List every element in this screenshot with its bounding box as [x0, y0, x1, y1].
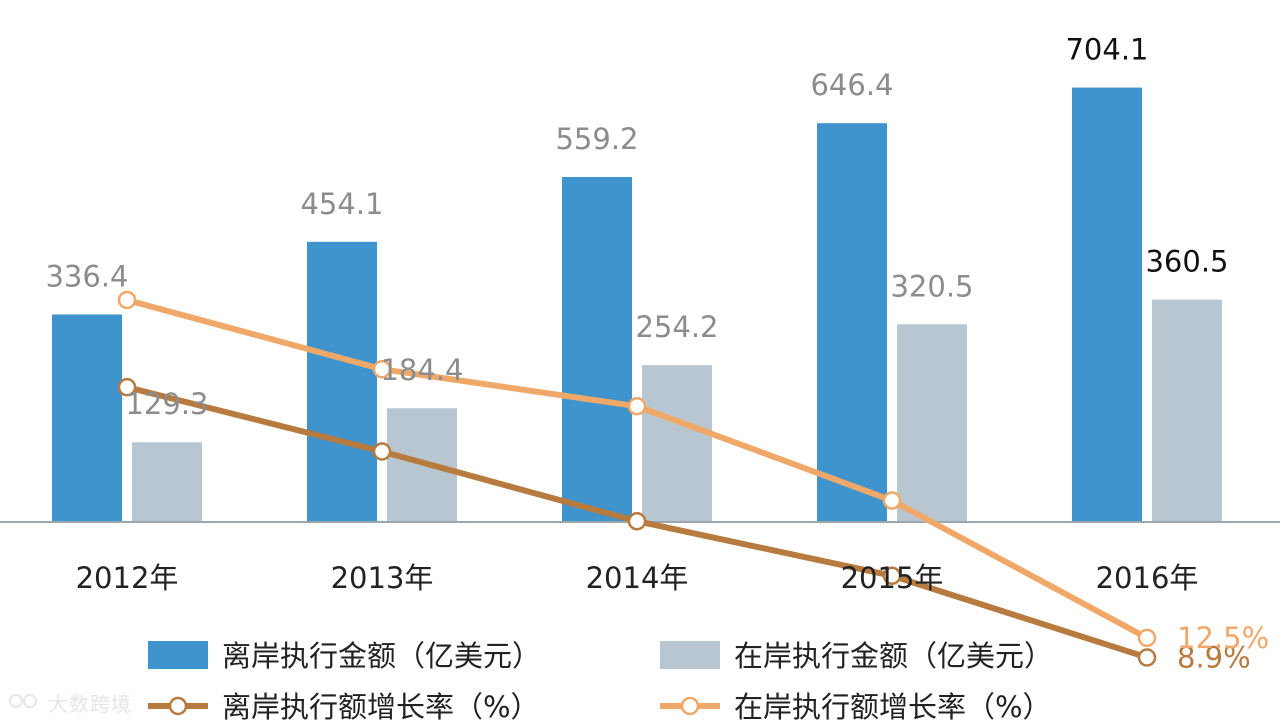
bar-onshore-4 — [1152, 299, 1222, 522]
bar-offshore-0 — [52, 314, 122, 522]
line-point-onshore-0 — [117, 290, 137, 310]
line-end-label: 12.5% — [1177, 621, 1269, 655]
line-point-offshore-1 — [372, 442, 392, 461]
legend-swatch-marker — [680, 696, 700, 716]
bar-onshore-0 — [132, 442, 202, 522]
line-point-offshore-4 — [1137, 648, 1157, 667]
bar-value-label: 360.5 — [1145, 245, 1228, 279]
line-point-offshore-2 — [627, 511, 647, 531]
bar-labels-layer: 336.4 454.1 559.2 646.4 704.1 129.3 184.4 254.2… — [45, 33, 1228, 422]
bar-offshore-2 — [562, 176, 632, 522]
x-tick-label: 2016年 — [1096, 561, 1199, 595]
line-point-offshore-0 — [117, 377, 137, 397]
watermark-logo-icon — [9, 694, 37, 708]
watermark-text: 大数跨境 — [48, 692, 132, 716]
line-point-onshore-4 — [1137, 628, 1157, 648]
x-tick-label: 2012年 — [76, 561, 179, 595]
legend-swatch-marker — [168, 696, 188, 716]
bar-value-label: 184.4 — [380, 353, 463, 387]
line-point-onshore-3 — [882, 491, 902, 510]
line-point-onshore-1 — [372, 359, 392, 379]
line-point-offshore-3 — [882, 566, 902, 585]
bar-value-label: 646.4 — [810, 68, 893, 102]
bar-offshore-4 — [1072, 87, 1142, 522]
bar-offshore-3 — [817, 123, 887, 522]
bars-layer — [52, 87, 1222, 522]
bar-value-label: 336.4 — [45, 259, 128, 293]
legend-swatch-bar — [660, 641, 720, 669]
legend-label: 离岸执行额增长率（%） — [222, 690, 540, 724]
legend: 离岸执行金额（亿美元） 在岸执行金额（亿美元） 离岸执行额增长率（%） 在岸执行额增长… — [148, 639, 1053, 724]
bar-value-label: 454.1 — [300, 187, 383, 221]
line-point-onshore-2 — [627, 397, 647, 416]
lines-layer: 8.9%12.5% — [117, 290, 1269, 674]
bar-offshore-1 — [307, 241, 377, 522]
x-tick-label: 2015年 — [841, 561, 944, 595]
bar-value-label: 129.3 — [125, 387, 208, 421]
legend-swatch-bar — [148, 641, 208, 669]
bar-onshore-2 — [642, 365, 712, 522]
legend-label: 在岸执行金额（亿美元） — [734, 639, 1053, 673]
x-tick-labels: 2012年 2013年 2014年 2015年 2016年 — [76, 561, 1199, 595]
bar-value-label: 320.5 — [890, 269, 973, 303]
legend-label: 离岸执行金额（亿美元） — [222, 639, 541, 673]
bar-value-label: 559.2 — [555, 122, 638, 156]
legend-label: 在岸执行额增长率（%） — [734, 690, 1052, 724]
bar-onshore-3 — [897, 324, 967, 522]
bar-value-label: 254.2 — [635, 310, 718, 344]
x-tick-label: 2013年 — [331, 561, 434, 595]
x-tick-label: 2014年 — [586, 561, 689, 595]
line-end-label: 8.9% — [1177, 640, 1251, 674]
bar-value-label: 704.1 — [1065, 33, 1148, 67]
